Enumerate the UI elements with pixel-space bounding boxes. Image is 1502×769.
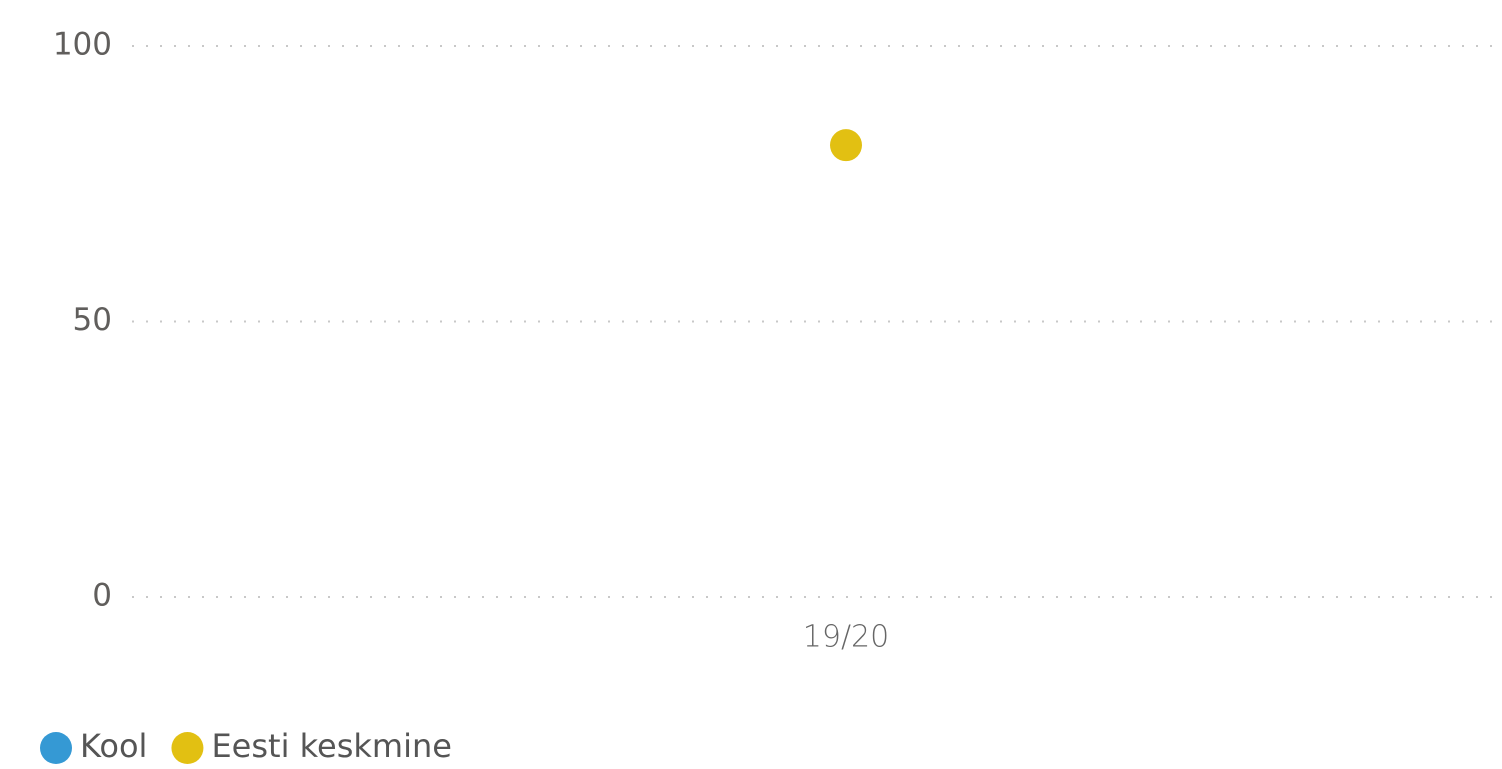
legend-label: Kool xyxy=(80,727,147,765)
y-tick-label: 50 xyxy=(73,302,112,338)
y-tick-label: 100 xyxy=(53,27,112,63)
legend-marker xyxy=(171,732,204,764)
x-tick-label: 19/20 xyxy=(803,620,889,655)
legend-label: Eesti keskmine xyxy=(211,727,452,765)
y-tick-label: 0 xyxy=(92,578,112,614)
legend-marker xyxy=(40,732,72,764)
data-point xyxy=(830,129,862,162)
